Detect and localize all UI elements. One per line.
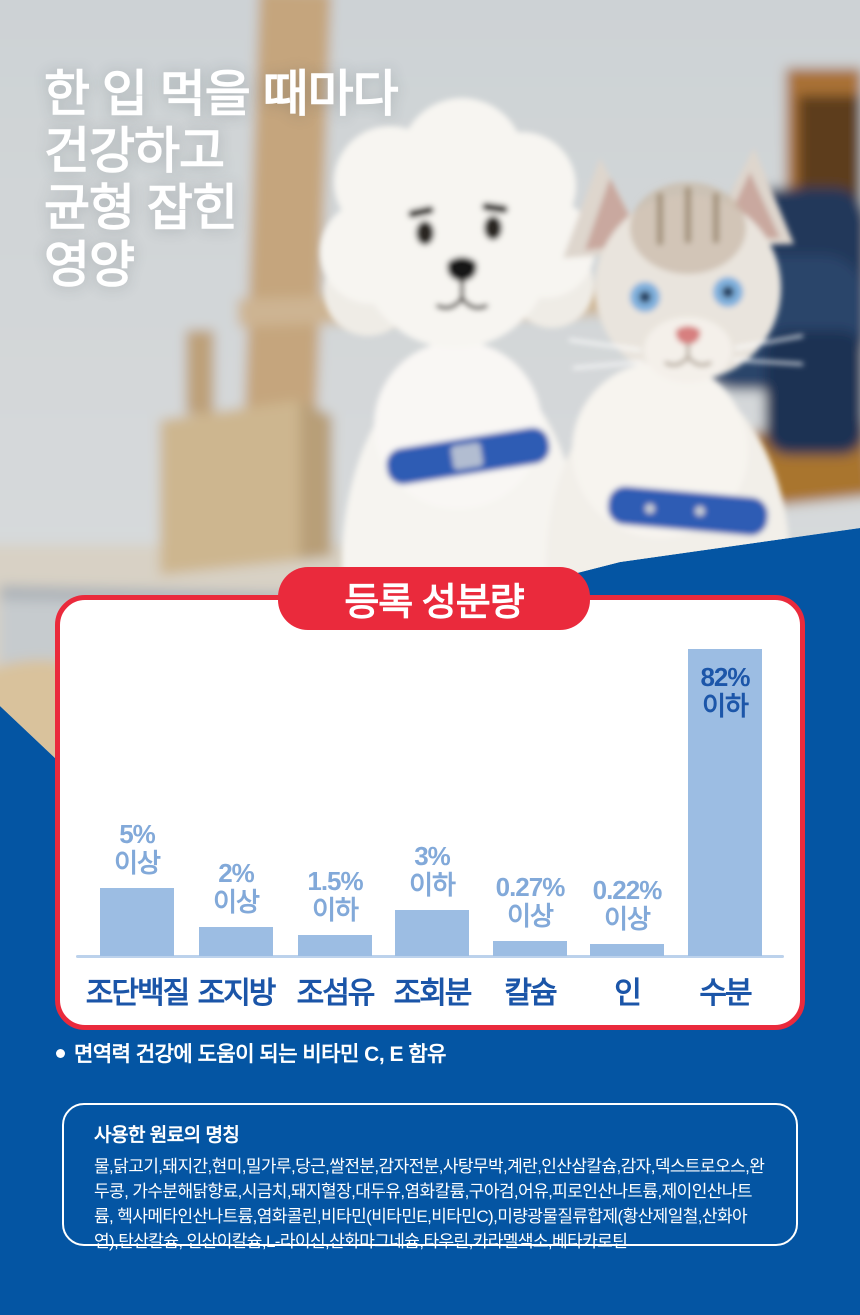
bar-value-label: 3% 이하 (409, 841, 456, 900)
chart-title: 등록 성분량 (344, 582, 524, 624)
bar-value-label: 1.5% 이하 (307, 866, 363, 925)
headline-line: 영양 (44, 237, 135, 293)
chart-baseline (76, 955, 784, 958)
bar-value-label: 2% 이상 (213, 858, 260, 917)
chart-title-badge: 등록 성분량 (278, 567, 590, 630)
ingredients-title: 사용한 원료의 명칭 (94, 1125, 240, 1146)
cat-collar (607, 486, 768, 536)
vitamin-note-text: 면역력 건강에 도움이 되는 비타민 C, E 함유 (74, 1043, 446, 1066)
dog-collar (386, 427, 550, 485)
bar-category-label: 수분 (699, 977, 752, 1010)
bar-category-label: 조섬유 (296, 977, 376, 1010)
ingredients-list: 물,닭고기,돼지간,현미,밀가루,당근,쌀전분,감자전분,사탕무박,계란,인산삼… (94, 1157, 765, 1251)
bar-인 (590, 944, 664, 956)
bar-category-label: 인 (614, 977, 642, 1010)
bar-value-label: 82% 이하 (700, 662, 750, 721)
bullet-icon (56, 1048, 65, 1058)
bar-category-label: 칼슘 (504, 977, 557, 1010)
bar-조단백질 (100, 888, 174, 956)
headline: 한 입 먹을 때마다 건강하고 균형 잡힌 영양 (44, 66, 399, 294)
ingredients-box: 사용한 원료의 명칭 물,닭고기,돼지간,현미,밀가루,당근,쌀전분,감자전분,… (62, 1103, 798, 1251)
bar-칼슘 (493, 941, 567, 956)
headline-line: 건강하고 (44, 123, 225, 179)
bar-value-label: 0.27% 이상 (495, 872, 566, 931)
bar-조회분 (395, 910, 469, 956)
bar-category-label: 조회분 (393, 977, 473, 1010)
headline-line: 한 입 먹을 때마다 (44, 66, 399, 122)
bar-수분 (688, 649, 762, 956)
headline-line: 균형 잡힌 (44, 180, 238, 236)
vitamin-note: 면역력 건강에 도움이 되는 비타민 C, E 함유 (56, 1038, 446, 1068)
bar-category-label: 조지방 (197, 977, 277, 1010)
bar-value-label: 5% 이상 (114, 819, 161, 878)
bar-조지방 (199, 927, 273, 956)
bar-category-label: 조단백질 (85, 977, 190, 1010)
bar-조섬유 (298, 935, 372, 956)
bar-value-label: 0.22% 이상 (592, 875, 663, 934)
